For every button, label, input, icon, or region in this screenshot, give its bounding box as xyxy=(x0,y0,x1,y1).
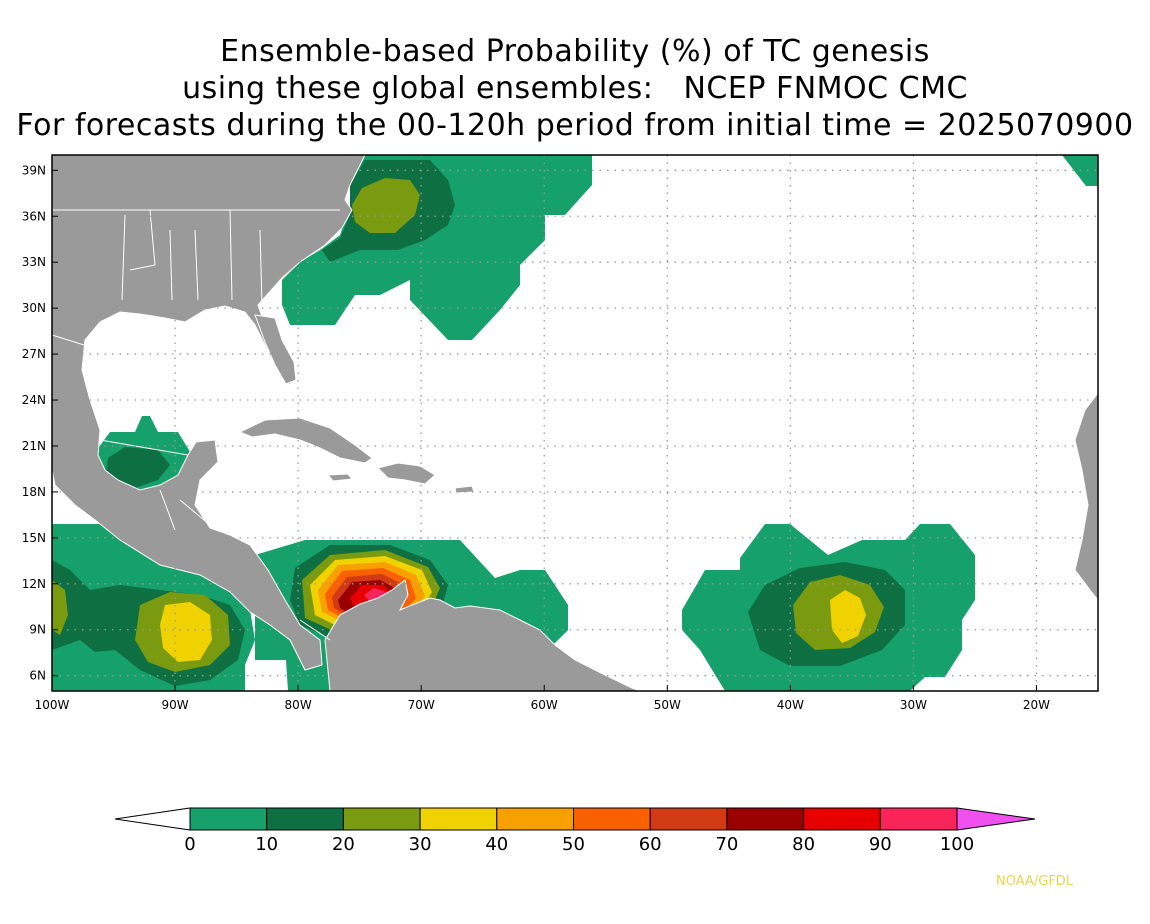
colorbar-under-arrow xyxy=(114,807,191,831)
lat-label: 9N xyxy=(29,623,46,637)
title-line-1: Ensemble-based Probability (%) of TC gen… xyxy=(220,34,930,69)
colorbar-swatch xyxy=(419,807,498,831)
lon-label: 40W xyxy=(777,698,804,712)
lat-label: 30N xyxy=(22,301,46,315)
prob-region-epac-30-40 xyxy=(160,602,212,662)
colorbar-swatch xyxy=(573,807,651,831)
colorbar-label: 10 xyxy=(255,834,278,855)
lon-label: 60W xyxy=(531,698,558,712)
landmass-south-america xyxy=(324,579,641,691)
plot-frame xyxy=(51,154,1099,692)
longitude-labels: 100W 90W 80W 70W 60W 50W 40W 30W 20W xyxy=(35,685,1050,712)
plot-area xyxy=(52,155,1098,691)
land-masses xyxy=(52,155,1098,691)
colorbar-label: 40 xyxy=(485,834,508,855)
lat-label: 21N xyxy=(22,439,46,453)
colorbar-label: 100 xyxy=(940,834,974,855)
colorbar-label: 90 xyxy=(869,834,892,855)
lon-label: 90W xyxy=(161,698,188,712)
colorbar-swatch xyxy=(189,807,268,831)
lon-label: 100W xyxy=(35,698,70,712)
colorbar-swatch xyxy=(879,807,958,831)
title-line-2: using these global ensembles: NCEP FNMOC… xyxy=(182,71,968,106)
landmass-jamaica xyxy=(326,473,353,482)
lat-label: 27N xyxy=(22,347,46,361)
prob-region-epac-20-30 xyxy=(52,580,68,635)
lat-label: 39N xyxy=(22,163,46,177)
colorbar-label: 60 xyxy=(639,834,662,855)
lon-label: 20W xyxy=(1023,698,1050,712)
lon-label: 70W xyxy=(408,698,435,712)
title-line-3: For forecasts during the 00-120h period … xyxy=(16,108,1134,143)
colorbar-label: 80 xyxy=(792,834,815,855)
lat-label: 33N xyxy=(22,255,46,269)
lat-label: 12N xyxy=(22,577,46,591)
latitude-labels: 39N 36N 33N 30N 27N 24N 21N 18N 15N 12N 9N 6N xyxy=(22,163,58,683)
lon-label: 80W xyxy=(285,698,312,712)
colorbar-swatch xyxy=(726,807,805,831)
colorbar-label: 20 xyxy=(332,834,355,855)
prob-region-atlantic-30-40 xyxy=(830,590,866,643)
political-boundaries xyxy=(52,209,340,641)
colorbar: 0 10 20 30 40 50 60 70 80 90 100 xyxy=(114,807,1036,855)
lat-label: 36N xyxy=(22,209,46,223)
lat-label: 18N xyxy=(22,485,46,499)
colorbar-swatch xyxy=(342,807,421,831)
colorbar-swatch xyxy=(496,807,574,831)
prob-region-east-coast-20-30 xyxy=(352,178,420,233)
landmass-africa xyxy=(1074,392,1098,601)
colorbar-swatch xyxy=(803,807,881,831)
credit-text: NOAA/GFDL xyxy=(996,874,1074,889)
lat-label: 6N xyxy=(29,669,46,683)
colorbar-label: 70 xyxy=(715,834,738,855)
lat-label: 24N xyxy=(22,393,46,407)
colorbar-label: 0 xyxy=(184,834,195,855)
landmass-puerto-rico xyxy=(454,485,475,494)
lon-label: 50W xyxy=(654,698,681,712)
landmass-florida xyxy=(254,314,297,385)
colorbar-label: 30 xyxy=(409,834,432,855)
colorbar-swatch xyxy=(649,807,728,831)
prob-region-gulf-10-20 xyxy=(106,447,170,488)
colorbar-swatch xyxy=(266,807,344,831)
colorbar-over-arrow xyxy=(956,807,1036,831)
colorbar-label: 50 xyxy=(562,834,585,855)
landmass-cuba xyxy=(238,417,373,464)
lat-label: 15N xyxy=(22,531,46,545)
lon-label: 30W xyxy=(900,698,927,712)
